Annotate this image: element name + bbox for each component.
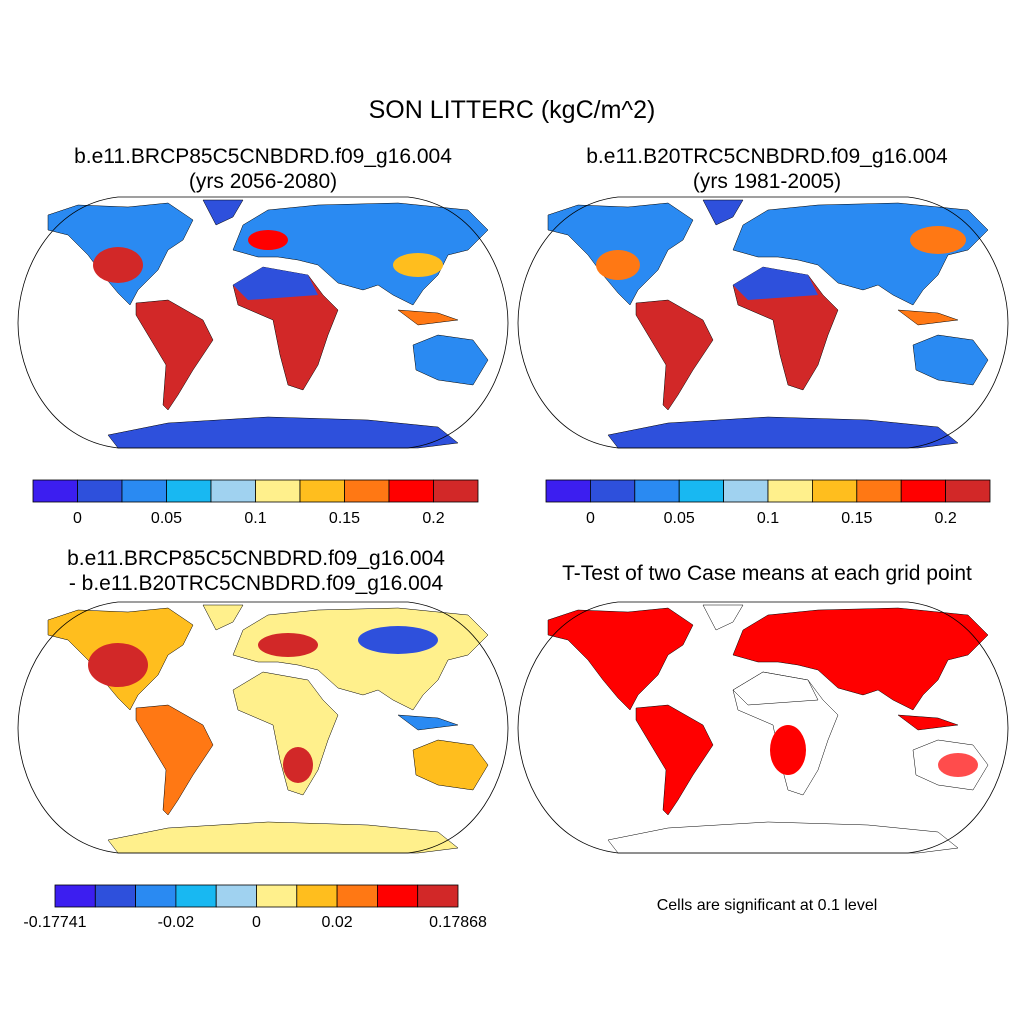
colorbar-box — [945, 479, 991, 503]
colorbar-box — [54, 884, 96, 908]
colorbar-box — [634, 479, 680, 503]
map — [517, 196, 1009, 449]
colorbar-box — [77, 479, 123, 503]
colorbar-box — [166, 479, 212, 503]
panel-title: (yrs 1981-2005) — [693, 170, 841, 193]
colorbar-box — [296, 884, 338, 908]
colorbar-box — [175, 884, 217, 908]
colorbar-box — [678, 479, 725, 503]
colorbar-tick-label: 0 — [586, 510, 595, 527]
colorbar-tick-label: 0.17868 — [429, 914, 487, 931]
colorbar-tick-label: 0 — [73, 510, 82, 527]
colorbar-tick-label: 0.1 — [244, 510, 266, 527]
colorbar-tick-label: 0.05 — [151, 510, 182, 527]
colorbar-box — [376, 884, 419, 908]
colorbar-box — [94, 884, 137, 908]
colorbar-tick-label: 0.15 — [329, 510, 360, 527]
colorbar-box — [900, 479, 947, 503]
panel-title: - b.e11.B20TRC5CNBDRD.f09_g16.004 — [69, 572, 444, 595]
colorbar-box — [767, 479, 813, 503]
colorbar-tick-label: 0.2 — [422, 510, 444, 527]
colorbar-box — [433, 479, 479, 503]
colorbar-box — [812, 479, 858, 503]
colorbar-box — [388, 479, 434, 503]
colorbar-box — [121, 479, 167, 503]
colorbar-box — [590, 479, 636, 503]
colorbar-box — [255, 479, 301, 503]
colorbar-tick-label: -0.17741 — [23, 914, 86, 931]
colorbar-box — [210, 479, 256, 503]
colorbar-tick-label: 0.2 — [934, 510, 956, 527]
colorbar-box — [856, 479, 902, 503]
colorbar-box — [545, 479, 591, 503]
panel-title: b.e11.B20TRC5CNBDRD.f09_g16.004 — [586, 145, 948, 168]
map — [517, 601, 1009, 854]
map — [17, 196, 509, 449]
panel-note: Cells are significant at 0.1 level — [657, 897, 878, 914]
colorbar-box — [135, 884, 177, 908]
colorbar-box — [723, 479, 769, 503]
colorbar-tick-label: -0.02 — [158, 914, 195, 931]
colorbar-box — [417, 884, 459, 908]
colorbar-tick-label: 0 — [252, 914, 261, 931]
map — [17, 601, 509, 854]
panel-title: (yrs 2056-2080) — [189, 170, 337, 193]
colorbar-box — [256, 884, 298, 908]
figure-title: SON LITTERC (kgC/m^2) — [369, 96, 656, 124]
colorbar-box — [32, 479, 78, 503]
colorbar-tick-label: 0.15 — [841, 510, 872, 527]
panel-title: b.e11.BRCP85C5CNBDRD.f09_g16.004 — [67, 547, 445, 570]
colorbar-box — [344, 479, 390, 503]
panel-title: b.e11.BRCP85C5CNBDRD.f09_g16.004 — [74, 145, 452, 168]
colorbar-tick-label: 0.1 — [757, 510, 779, 527]
colorbar-box — [336, 884, 378, 908]
colorbar-box — [215, 884, 257, 908]
colorbar-tick-label: 0.02 — [322, 914, 353, 931]
panel-title: T-Test of two Case means at each grid po… — [562, 562, 972, 585]
colorbar-box — [299, 479, 345, 503]
colorbar-tick-label: 0.05 — [664, 510, 695, 527]
